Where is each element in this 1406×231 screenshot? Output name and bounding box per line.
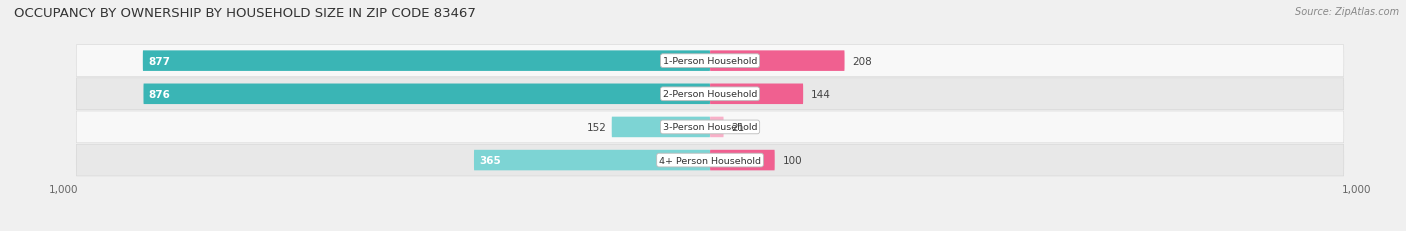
Text: 4+ Person Household: 4+ Person Household: [659, 156, 761, 165]
Text: 2-Person Household: 2-Person Household: [662, 90, 758, 99]
Text: 144: 144: [811, 89, 831, 99]
FancyBboxPatch shape: [710, 117, 724, 138]
FancyBboxPatch shape: [710, 84, 803, 105]
FancyBboxPatch shape: [710, 51, 845, 72]
Text: 365: 365: [479, 155, 501, 165]
FancyBboxPatch shape: [76, 46, 1344, 77]
Text: 100: 100: [783, 155, 801, 165]
FancyBboxPatch shape: [474, 150, 710, 171]
FancyBboxPatch shape: [76, 79, 1344, 110]
Text: 21: 21: [731, 122, 745, 132]
FancyBboxPatch shape: [710, 150, 775, 171]
Legend: Owner-occupied, Renter-occupied: Owner-occupied, Renter-occupied: [595, 228, 825, 231]
Text: Source: ZipAtlas.com: Source: ZipAtlas.com: [1295, 7, 1399, 17]
FancyBboxPatch shape: [143, 51, 710, 72]
FancyBboxPatch shape: [76, 145, 1344, 176]
Text: 208: 208: [852, 56, 872, 66]
Text: OCCUPANCY BY OWNERSHIP BY HOUSEHOLD SIZE IN ZIP CODE 83467: OCCUPANCY BY OWNERSHIP BY HOUSEHOLD SIZE…: [14, 7, 477, 20]
Text: 1-Person Household: 1-Person Household: [662, 57, 758, 66]
Text: 877: 877: [148, 56, 170, 66]
Text: 876: 876: [149, 89, 170, 99]
FancyBboxPatch shape: [76, 112, 1344, 143]
Text: 3-Person Household: 3-Person Household: [662, 123, 758, 132]
Text: 152: 152: [586, 122, 606, 132]
FancyBboxPatch shape: [612, 117, 710, 138]
FancyBboxPatch shape: [143, 84, 710, 105]
